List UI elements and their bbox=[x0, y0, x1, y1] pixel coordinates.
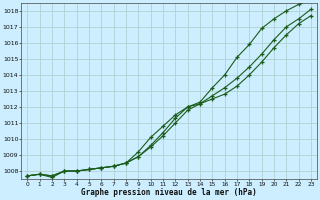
X-axis label: Graphe pression niveau de la mer (hPa): Graphe pression niveau de la mer (hPa) bbox=[81, 188, 257, 197]
